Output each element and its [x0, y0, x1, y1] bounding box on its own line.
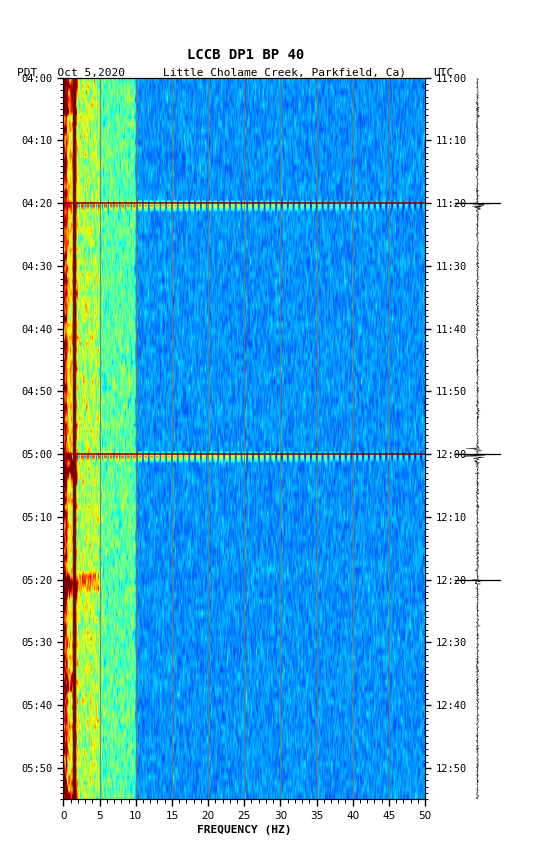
Text: LCCB DP1 BP 40: LCCB DP1 BP 40 — [187, 48, 304, 62]
Text: PDT   Oct 5,2020: PDT Oct 5,2020 — [17, 67, 125, 78]
X-axis label: FREQUENCY (HZ): FREQUENCY (HZ) — [197, 825, 291, 835]
Text: Little Cholame Creek, Parkfield, Ca): Little Cholame Creek, Parkfield, Ca) — [163, 67, 406, 78]
Text: UTC: UTC — [433, 67, 454, 78]
